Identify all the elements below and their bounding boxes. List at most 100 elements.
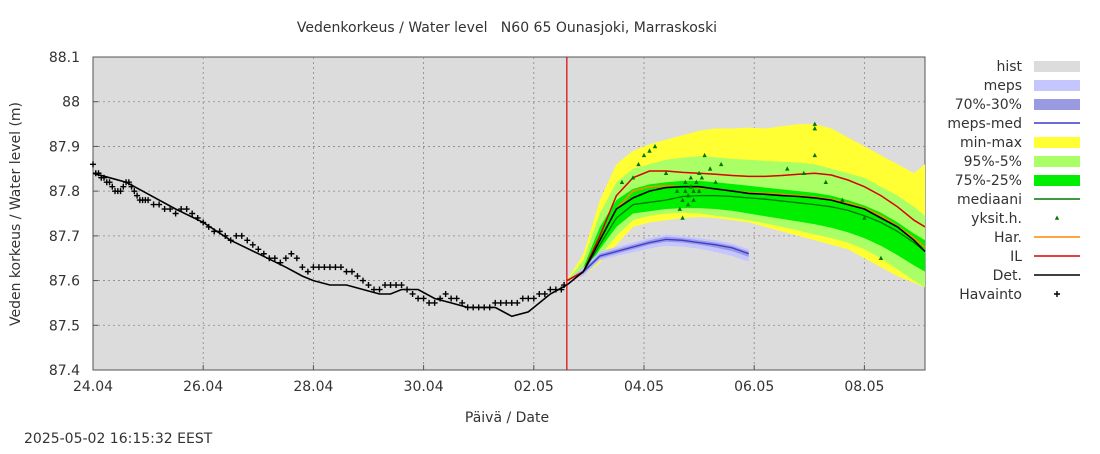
observation-point: [547, 286, 554, 293]
legend-swatch-obs: [1054, 291, 1060, 297]
member-point: [688, 175, 694, 180]
observation-point: [260, 250, 267, 257]
legend-swatch-meps7030: [1034, 99, 1080, 110]
observation-point: [420, 295, 427, 302]
legend-label-yksit: yksit.h.: [971, 211, 1022, 227]
line-har: [566, 185, 926, 282]
observation-point: [459, 299, 466, 306]
observation-point: [453, 295, 460, 302]
x-axis-ticks: 24.04 26.04 28.04 30.04 02.05 04.05 06.05 08.05: [73, 365, 884, 395]
line-il: [566, 170, 926, 282]
y-tick-label: 87.5: [49, 318, 80, 334]
observation-point: [293, 255, 300, 262]
observation-point: [382, 282, 389, 289]
member-point: [647, 148, 652, 153]
x-tick-label: 28.04: [293, 379, 333, 395]
observation-point: [387, 282, 394, 289]
member-point: [713, 179, 718, 184]
observation-point: [125, 179, 132, 186]
observation-point: [486, 304, 493, 311]
observation-point: [393, 282, 400, 289]
member-point: [696, 188, 702, 193]
legend-label-obs: Havainto: [959, 287, 1022, 303]
observation-point: [271, 255, 278, 262]
legend-label-meps7030: 70%-30%: [955, 97, 1022, 113]
member-point: [878, 255, 884, 261]
observation-point: [95, 170, 102, 177]
member-point: [677, 206, 683, 211]
observation-point: [348, 268, 355, 275]
observation-point: [404, 286, 411, 293]
y-tick-label: 87.4: [49, 363, 80, 379]
observation-point: [120, 183, 127, 190]
legend-swatch-p95: [1034, 156, 1080, 167]
observation-point: [514, 299, 521, 306]
observation-point: [150, 201, 157, 208]
y-tick-label: 87.8: [49, 184, 80, 200]
member-point: [707, 166, 713, 171]
observation-point: [106, 179, 113, 186]
member-point: [619, 179, 625, 184]
legend-label-p75: 75%-25%: [955, 173, 1022, 189]
legend-swatch-hist: [1034, 61, 1080, 72]
legend-swatch-yksit: [1054, 215, 1060, 220]
y-tick-label: 87.7: [49, 229, 80, 245]
observation-point: [530, 295, 537, 302]
observation-point: [371, 286, 378, 293]
observation-point: [310, 264, 317, 271]
band-meps: [566, 234, 749, 281]
observation-point: [426, 299, 433, 306]
observation-point: [156, 201, 163, 208]
member-point: [683, 188, 688, 193]
member-point: [691, 188, 696, 193]
observation-point: [503, 299, 510, 306]
observation-point: [326, 264, 333, 271]
observation-point: [189, 210, 196, 217]
observation-point: [321, 264, 328, 271]
observation-point: [431, 299, 438, 306]
observation-point: [145, 197, 152, 204]
legend-label-minmax: min-max: [960, 135, 1022, 151]
y-axis-label: Veden korkeus / Water level (m): [8, 102, 24, 326]
observation-point: [536, 290, 543, 297]
observation-point: [222, 232, 229, 239]
observation-point: [492, 299, 499, 306]
observation-point: [475, 304, 482, 311]
member-point: [636, 161, 641, 167]
observation-point: [525, 295, 532, 302]
observation-point: [255, 246, 262, 253]
observation-point: [238, 232, 245, 239]
member-point: [691, 197, 696, 202]
member-point: [630, 175, 636, 180]
observation-point: [376, 286, 383, 293]
member-point: [702, 152, 707, 158]
observation-point: [128, 183, 135, 190]
observation-point: [442, 290, 449, 297]
timestamp: 2025-05-02 16:15:32 EEST: [24, 431, 213, 447]
x-tick-label: 26.04: [183, 379, 223, 395]
legend-label-meps: meps: [984, 78, 1022, 94]
legend-swatch-minmax: [1034, 137, 1080, 148]
observation-point: [354, 273, 361, 280]
observation-point: [244, 237, 251, 244]
y-tick-label: 88.1: [49, 50, 80, 66]
observation-point: [519, 295, 526, 302]
observation-point: [448, 295, 455, 302]
observation-point: [481, 304, 488, 311]
member-point: [685, 193, 691, 198]
member-point: [801, 170, 806, 176]
observation-point: [437, 295, 444, 302]
line-median: [566, 194, 926, 282]
observation-point: [304, 268, 311, 275]
x-axis-label: Päivä / Date: [465, 410, 549, 426]
member-point: [812, 152, 818, 158]
y-axis-ticks: 87.4 87.5 87.6 87.7 87.8 87.9 88 88.1: [49, 50, 98, 379]
member-point: [812, 121, 818, 126]
legend-label-mepsmed: meps-med: [947, 116, 1022, 132]
observation-point: [470, 304, 477, 311]
observation-point: [299, 264, 306, 271]
observation-point: [227, 237, 234, 244]
observation-point: [90, 161, 96, 168]
observation-point: [343, 268, 350, 275]
